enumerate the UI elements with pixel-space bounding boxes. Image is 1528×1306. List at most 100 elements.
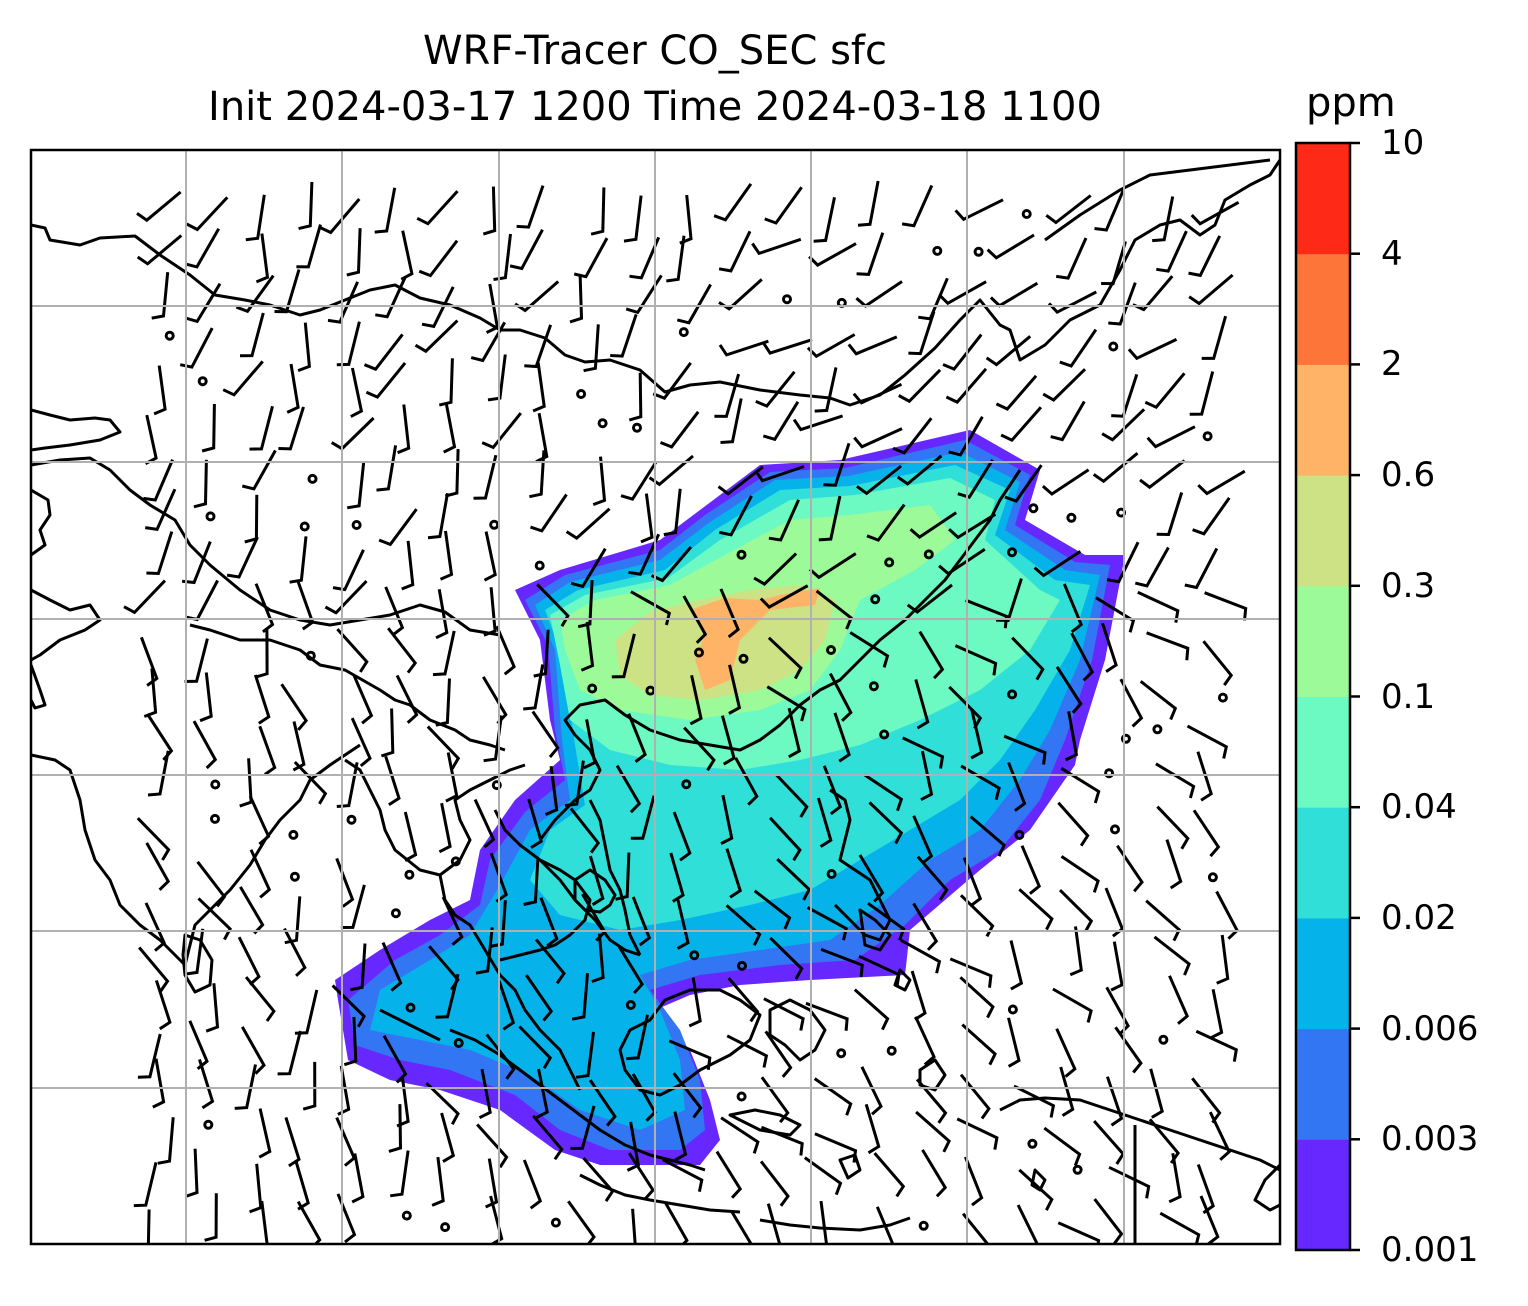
- wind-barb: [1192, 497, 1231, 536]
- wind-barb: [401, 540, 415, 591]
- wind-barb: [387, 627, 418, 674]
- wind-barb: [144, 414, 158, 466]
- wind-barb: [995, 374, 1038, 411]
- wind-barb: [640, 493, 654, 544]
- wind-barb: [751, 237, 802, 256]
- wind-barb: [662, 1158, 704, 1193]
- wind-barb: [1013, 1084, 1056, 1118]
- wind-barb: [753, 889, 792, 930]
- wind-barb: [592, 456, 607, 507]
- wind-barb: [1092, 1120, 1126, 1165]
- wind-barb: [630, 590, 672, 626]
- wind-barb: [912, 815, 934, 865]
- colorbar-segment: [1296, 1139, 1350, 1251]
- wind-barb: [522, 1159, 543, 1210]
- wind-barb: [381, 941, 403, 992]
- wind-barb: [278, 406, 305, 451]
- wind-barb: [197, 897, 232, 941]
- colorbar-segment: [1296, 1028, 1350, 1140]
- wind-barb: [728, 664, 742, 715]
- wind-barb: [1165, 839, 1183, 890]
- wind-barb: [147, 750, 170, 797]
- wind-barb: [892, 417, 933, 455]
- calm-wind-marker: [932, 245, 943, 256]
- wind-barb: [631, 896, 652, 947]
- wind-barb: [1159, 1211, 1201, 1244]
- wind-barb: [915, 1110, 951, 1153]
- wind-barb: [388, 1104, 403, 1153]
- wind-barb: [444, 449, 460, 498]
- wind-barb: [1106, 541, 1140, 584]
- wind-barb: [769, 936, 804, 980]
- colorbar-frame: [1294, 141, 1352, 1252]
- calm-wind-marker: [197, 376, 208, 387]
- wind-barb: [961, 1023, 997, 1066]
- wind-barb: [144, 902, 167, 952]
- wind-barb: [856, 232, 885, 276]
- wind-barb: [375, 276, 407, 319]
- wind-barb: [253, 674, 271, 725]
- wind-barb: [363, 333, 404, 372]
- wind-barb: [720, 715, 736, 766]
- wind-barb: [151, 272, 170, 320]
- wind-barb: [818, 495, 842, 542]
- wind-barb: [185, 579, 219, 622]
- calm-wind-marker: [973, 246, 984, 257]
- wind-barb: [254, 583, 275, 633]
- wind-barb: [331, 984, 366, 1028]
- wind-barb: [439, 530, 454, 581]
- wind-barb: [248, 795, 271, 846]
- map-frame: [29, 148, 1282, 1246]
- wind-barb: [152, 1058, 166, 1109]
- wind-barb: [673, 1111, 688, 1162]
- wind-barb: [330, 416, 375, 451]
- wind-barb: [535, 1068, 549, 1119]
- wind-barb: [734, 757, 759, 806]
- wind-barb: [1043, 1126, 1082, 1167]
- wind-barb: [718, 230, 752, 273]
- title-line-1: WRF-Tracer CO_SEC sfc: [422, 28, 888, 74]
- calm-wind-marker: [405, 1002, 416, 1013]
- calm-wind-marker: [1066, 512, 1077, 523]
- calm-wind-marker: [1108, 341, 1119, 352]
- calm-wind-marker: [632, 422, 642, 433]
- colorbar-tick-label: 0.1: [1381, 676, 1436, 717]
- wind-barb: [532, 1114, 564, 1161]
- wind-barb: [378, 508, 418, 547]
- calm-wind-marker: [401, 1210, 412, 1221]
- wind-barb: [438, 358, 454, 407]
- wind-barb: [1119, 678, 1144, 728]
- colorbar-tick-label: 0.001: [1381, 1230, 1479, 1270]
- wind-barb: [199, 672, 213, 723]
- wind-barb: [766, 1203, 782, 1244]
- wind-barb: [1149, 1068, 1164, 1119]
- colorbar-segment: [1296, 696, 1350, 808]
- wind-barb: [426, 725, 461, 770]
- wind-barb: [294, 989, 319, 1035]
- wind-barb: [580, 621, 595, 672]
- calm-wind-marker: [288, 829, 299, 840]
- wind-barb: [527, 798, 543, 849]
- wind-barb: [986, 233, 1035, 260]
- calm-wind-marker: [1007, 689, 1018, 700]
- wind-barb: [1188, 273, 1234, 306]
- wind-barb: [959, 976, 995, 1019]
- wind-barb: [1105, 1076, 1124, 1127]
- wind-barb: [1139, 680, 1178, 721]
- wind-barb: [833, 712, 851, 763]
- wind-barb: [867, 902, 906, 941]
- wind-barb: [611, 633, 636, 679]
- wind-barb: [858, 954, 901, 987]
- wind-barb: [350, 717, 372, 768]
- calm-wind-marker: [299, 521, 310, 532]
- wind-barb: [668, 1039, 712, 1070]
- calm-wind-marker: [918, 1220, 929, 1231]
- wind-barb: [819, 1200, 829, 1244]
- wind-barb: [516, 185, 545, 229]
- wind-barb: [179, 327, 214, 369]
- calm-wind-marker: [1021, 209, 1032, 219]
- wind-barb: [989, 281, 1039, 308]
- wind-barb: [374, 187, 397, 234]
- wind-barb: [473, 454, 498, 500]
